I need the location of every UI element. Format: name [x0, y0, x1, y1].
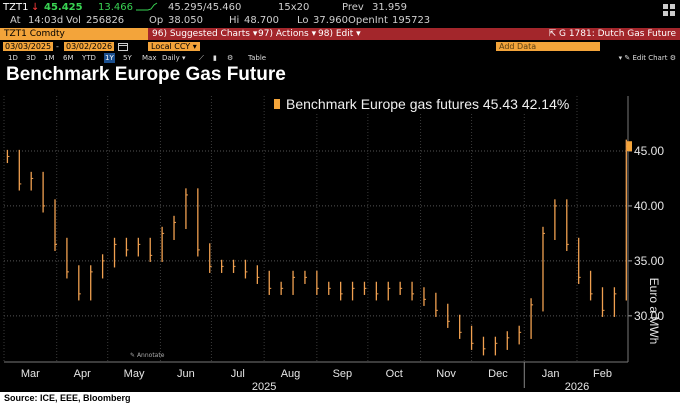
y-tick-label: 40.00 — [634, 199, 664, 213]
x-tick-label: Mar — [21, 368, 40, 380]
x-tick-label: Aug — [281, 368, 301, 380]
volume-label: Vol — [66, 15, 81, 26]
period-1y[interactable]: 1Y — [104, 53, 115, 63]
open-interest: 195723 — [392, 15, 431, 26]
table-button[interactable]: Table — [248, 54, 267, 62]
chart-legend[interactable]: Benchmark Europe gas futures 45.43 42.14… — [272, 94, 570, 114]
line-chart-icon[interactable]: ⟋ — [199, 54, 204, 62]
x-tick-label: Jun — [177, 368, 195, 380]
period-5y[interactable]: 5Y — [123, 54, 132, 62]
grid-icon[interactable] — [662, 3, 676, 17]
y-tick-label: 35.00 — [634, 254, 664, 268]
bid-ask-size: 15x20 — [278, 2, 310, 13]
chevron-down-icon: ▾ — [311, 29, 317, 39]
x-tick-label: Nov — [436, 368, 456, 380]
high-price: 48.700 — [244, 15, 279, 26]
chevron-down-icon: ▾ — [181, 54, 186, 62]
frequency-select[interactable]: Daily ▾ — [162, 54, 186, 62]
period-bar: 1D 3D 1M 6M YTD 1Y 5Y Max Daily ▾ ⟋ ▮ ⚙ … — [0, 53, 680, 63]
volume: 256826 — [86, 15, 125, 26]
ticker-symbol: TZT1 — [3, 2, 29, 13]
date-range-bar: 03/03/2025 - 03/02/2026 Local CCY ▾ Add … — [0, 41, 680, 52]
pencil-icon: ✎ — [130, 352, 136, 359]
settings-icon: ⚙ — [669, 54, 676, 62]
prev-close: 31.959 — [372, 2, 407, 13]
x-tick-label: Dec — [488, 368, 508, 380]
down-arrow-icon: ↓ — [31, 2, 40, 13]
chevron-down-icon: ▾ — [192, 42, 197, 51]
last-price-marker — [627, 141, 632, 152]
bar-chart-icon[interactable]: ▮ — [213, 54, 217, 62]
chevron-down-icon: ▾ — [356, 29, 361, 39]
grid — [3, 96, 628, 362]
x-axis: Mar Apr May Jun Jul Aug Sep Oct Nov Dec Jan Feb 2025… — [4, 361, 628, 392]
function-title: ⇱ G 1781: Dutch Gas Future — [548, 29, 676, 39]
security-field[interactable]: TZT1 Comdty — [0, 28, 148, 40]
export-icon[interactable]: ⇱ — [548, 29, 557, 39]
legend-series-name: Benchmark Europe gas futures — [286, 96, 479, 112]
calendar-icon[interactable] — [118, 42, 128, 51]
low-price: 37.960 — [313, 15, 348, 26]
y-axis: 30.00 35.00 40.00 45.00 — [627, 96, 664, 362]
bid-ask: 45.295/45.460 — [168, 2, 242, 13]
prev-label: Prev — [342, 2, 364, 13]
quote-bar: TZT1 ↓ 45.425 13.466 45.295/45.460 15x20… — [0, 0, 680, 28]
y-tick-label: 30.00 — [634, 309, 664, 323]
x-tick-label: Jan — [542, 368, 560, 380]
add-data-input[interactable]: Add Data — [496, 42, 600, 51]
settings-icon[interactable]: ⚙ — [227, 54, 234, 62]
period-1d[interactable]: 1D — [8, 54, 18, 62]
at-label: At — [10, 15, 21, 26]
x-tick-label: May — [124, 368, 145, 380]
y-tick-label: 45.00 — [634, 144, 664, 158]
actions-menu[interactable]: 97) Actions ▾ — [258, 29, 317, 39]
price-series — [6, 139, 629, 356]
open-price: 38.050 — [168, 15, 203, 26]
period-max[interactable]: Max — [142, 54, 157, 62]
annotate-button[interactable]: ✎ Annotate — [130, 352, 165, 359]
high-label: Hi — [229, 15, 240, 26]
period-3d[interactable]: 3D — [26, 54, 36, 62]
price-change: 13.466 — [98, 2, 133, 13]
source-footer: Source: ICE, EEE, Bloomberg — [0, 392, 680, 405]
legend-change-pct: 42.14% — [521, 96, 570, 112]
open-interest-label: OpenInt — [348, 15, 388, 26]
chevron-down-icon: ▾ — [252, 29, 258, 39]
x-tick-label: Apr — [74, 368, 91, 380]
quote-time: 14:03d — [28, 15, 64, 26]
x-tick-label: Oct — [386, 368, 403, 380]
sparkline-icon — [136, 2, 158, 11]
end-date-input[interactable]: 03/02/2026 — [64, 42, 115, 51]
chevron-down-icon: ▾ — [618, 54, 623, 62]
x-tick-label: Jul — [231, 368, 245, 380]
date-separator: - — [56, 42, 59, 51]
period-1m[interactable]: 1M — [44, 54, 55, 62]
currency-select[interactable]: Local CCY ▾ — [148, 42, 200, 51]
suggested-charts-menu[interactable]: 96) Suggested Charts ▾ — [152, 29, 258, 39]
edit-chart-button[interactable]: ▾ ✎ Edit Chart ⚙ — [618, 54, 676, 62]
period-ytd[interactable]: YTD — [82, 54, 96, 62]
period-6m[interactable]: 6M — [63, 54, 74, 62]
chart-title: Benchmark Europe Gas Future — [6, 64, 286, 85]
command-bar: TZT1 Comdty 96) Suggested Charts ▾ 97) A… — [0, 28, 680, 40]
x-year-label: 2025 — [252, 381, 276, 392]
open-label: Op — [149, 15, 164, 26]
start-date-input[interactable]: 03/03/2025 — [3, 42, 54, 51]
edit-menu[interactable]: 98) Edit ▾ — [318, 29, 361, 39]
pencil-icon: ✎ — [624, 54, 631, 62]
last-price: 45.425 — [44, 2, 83, 13]
legend-last-value: 45.43 — [482, 96, 518, 112]
x-tick-label: Feb — [593, 368, 612, 380]
low-label: Lo — [297, 15, 309, 26]
legend-swatch — [274, 99, 280, 109]
price-chart[interactable]: 30.00 35.00 40.00 45.00 Mar Apr May Jun Jul Aug S… — [0, 86, 680, 392]
y-axis-label: Euro a MWh — [647, 278, 661, 345]
x-tick-label: Sep — [333, 368, 353, 380]
x-year-label: 2026 — [565, 381, 589, 392]
